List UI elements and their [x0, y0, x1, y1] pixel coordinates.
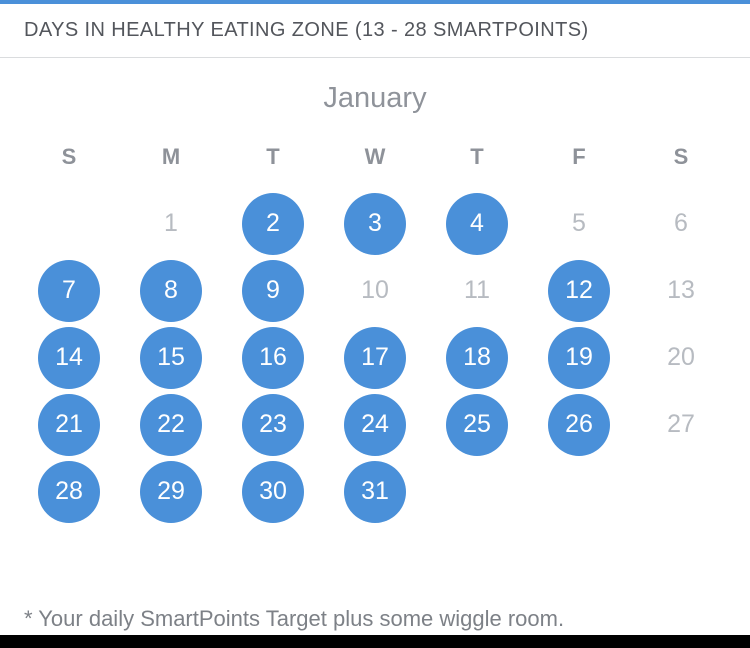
day-in-zone: 3: [344, 192, 406, 255]
calendar-day[interactable]: 7: [18, 257, 120, 324]
day-in-zone: 29: [140, 460, 202, 523]
calendar-day[interactable]: 27: [630, 391, 732, 458]
weekday-header: S: [61, 144, 77, 169]
day-in-zone: 24: [344, 393, 406, 456]
calendar-day[interactable]: 30: [222, 458, 324, 525]
calendar-day[interactable]: 16: [222, 324, 324, 391]
day-in-zone: 28: [38, 460, 100, 523]
calendar-day[interactable]: 19: [528, 324, 630, 391]
calendar-day[interactable]: 15: [120, 324, 222, 391]
calendar-day[interactable]: 17: [324, 324, 426, 391]
day-out-of-zone: 6: [674, 209, 688, 237]
day-out-of-zone: 1: [164, 209, 178, 237]
day-in-zone: 19: [548, 326, 610, 389]
day-in-zone: 21: [38, 393, 100, 456]
day-in-zone: 30: [242, 460, 304, 523]
calendar-day[interactable]: 6: [630, 190, 732, 257]
weekday-header: S: [673, 144, 689, 169]
day-out-of-zone: 20: [667, 343, 695, 371]
calendar-day[interactable]: 31: [324, 458, 426, 525]
calendar-day[interactable]: 29: [120, 458, 222, 525]
day-in-zone: 7: [38, 259, 100, 322]
day-in-zone: 14: [38, 326, 100, 389]
day-in-zone: 26: [548, 393, 610, 456]
day-out-of-zone: 27: [667, 410, 695, 438]
calendar-day[interactable]: 5: [528, 190, 630, 257]
calendar-grid: 1 2 3 4 5 6 7 8 9 10 11 12 13 14 15 16 17 18 19 20 21 22 23 24 2…: [18, 190, 732, 525]
calendar-day[interactable]: 9: [222, 257, 324, 324]
day-in-zone: 31: [344, 460, 406, 523]
calendar-day[interactable]: 21: [18, 391, 120, 458]
calendar-day[interactable]: 1: [120, 190, 222, 257]
calendar-day[interactable]: 18: [426, 324, 528, 391]
calendar-day[interactable]: 13: [630, 257, 732, 324]
day-in-zone: 16: [242, 326, 304, 389]
weekday-header: F: [572, 144, 586, 169]
weekday-header: M: [161, 144, 181, 169]
day-in-zone: 9: [242, 259, 304, 322]
calendar-day[interactable]: 2: [222, 190, 324, 257]
footnote: * Your daily SmartPoints Target plus som…: [24, 606, 565, 631]
day-in-zone: 25: [446, 393, 508, 456]
calendar-day[interactable]: 3: [324, 190, 426, 257]
weekday-header: T: [470, 144, 484, 169]
day-in-zone: 17: [344, 326, 406, 389]
day-out-of-zone: 5: [572, 209, 586, 237]
calendar-day[interactable]: 22: [120, 391, 222, 458]
calendar-day[interactable]: 25: [426, 391, 528, 458]
day-in-zone: 8: [140, 259, 202, 322]
day-in-zone: 22: [140, 393, 202, 456]
calendar-day[interactable]: 23: [222, 391, 324, 458]
calendar-day[interactable]: 26: [528, 391, 630, 458]
calendar-day[interactable]: 24: [324, 391, 426, 458]
calendar-day[interactable]: 20: [630, 324, 732, 391]
calendar-day[interactable]: 14: [18, 324, 120, 391]
section-header: DAYS IN HEALTHY EATING ZONE (13 - 28 SMA…: [0, 4, 750, 58]
day-in-zone: 18: [446, 326, 508, 389]
calendar-day[interactable]: 11: [426, 257, 528, 324]
calendar-day[interactable]: 28: [18, 458, 120, 525]
bottom-black-bar: [0, 635, 750, 648]
month-title: January: [323, 82, 427, 114]
calendar-day[interactable]: 8: [120, 257, 222, 324]
day-out-of-zone: 13: [667, 276, 695, 304]
empty-cell: [18, 190, 120, 257]
weekday-header: T: [266, 144, 280, 169]
top-accent-line: [0, 0, 750, 4]
section-title: DAYS IN HEALTHY EATING ZONE (13 - 28 SMA…: [24, 19, 589, 41]
day-in-zone: 15: [140, 326, 202, 389]
calendar-day[interactable]: 12: [528, 257, 630, 324]
day-in-zone: 2: [242, 192, 304, 255]
day-out-of-zone: 10: [361, 276, 389, 304]
day-out-of-zone: 11: [464, 276, 490, 304]
weekday-header: W: [364, 144, 386, 169]
calendar-day[interactable]: 4: [426, 190, 528, 257]
calendar-day[interactable]: 10: [324, 257, 426, 324]
day-in-zone: 4: [446, 192, 508, 255]
day-in-zone: 12: [548, 259, 610, 322]
day-in-zone: 23: [242, 393, 304, 456]
